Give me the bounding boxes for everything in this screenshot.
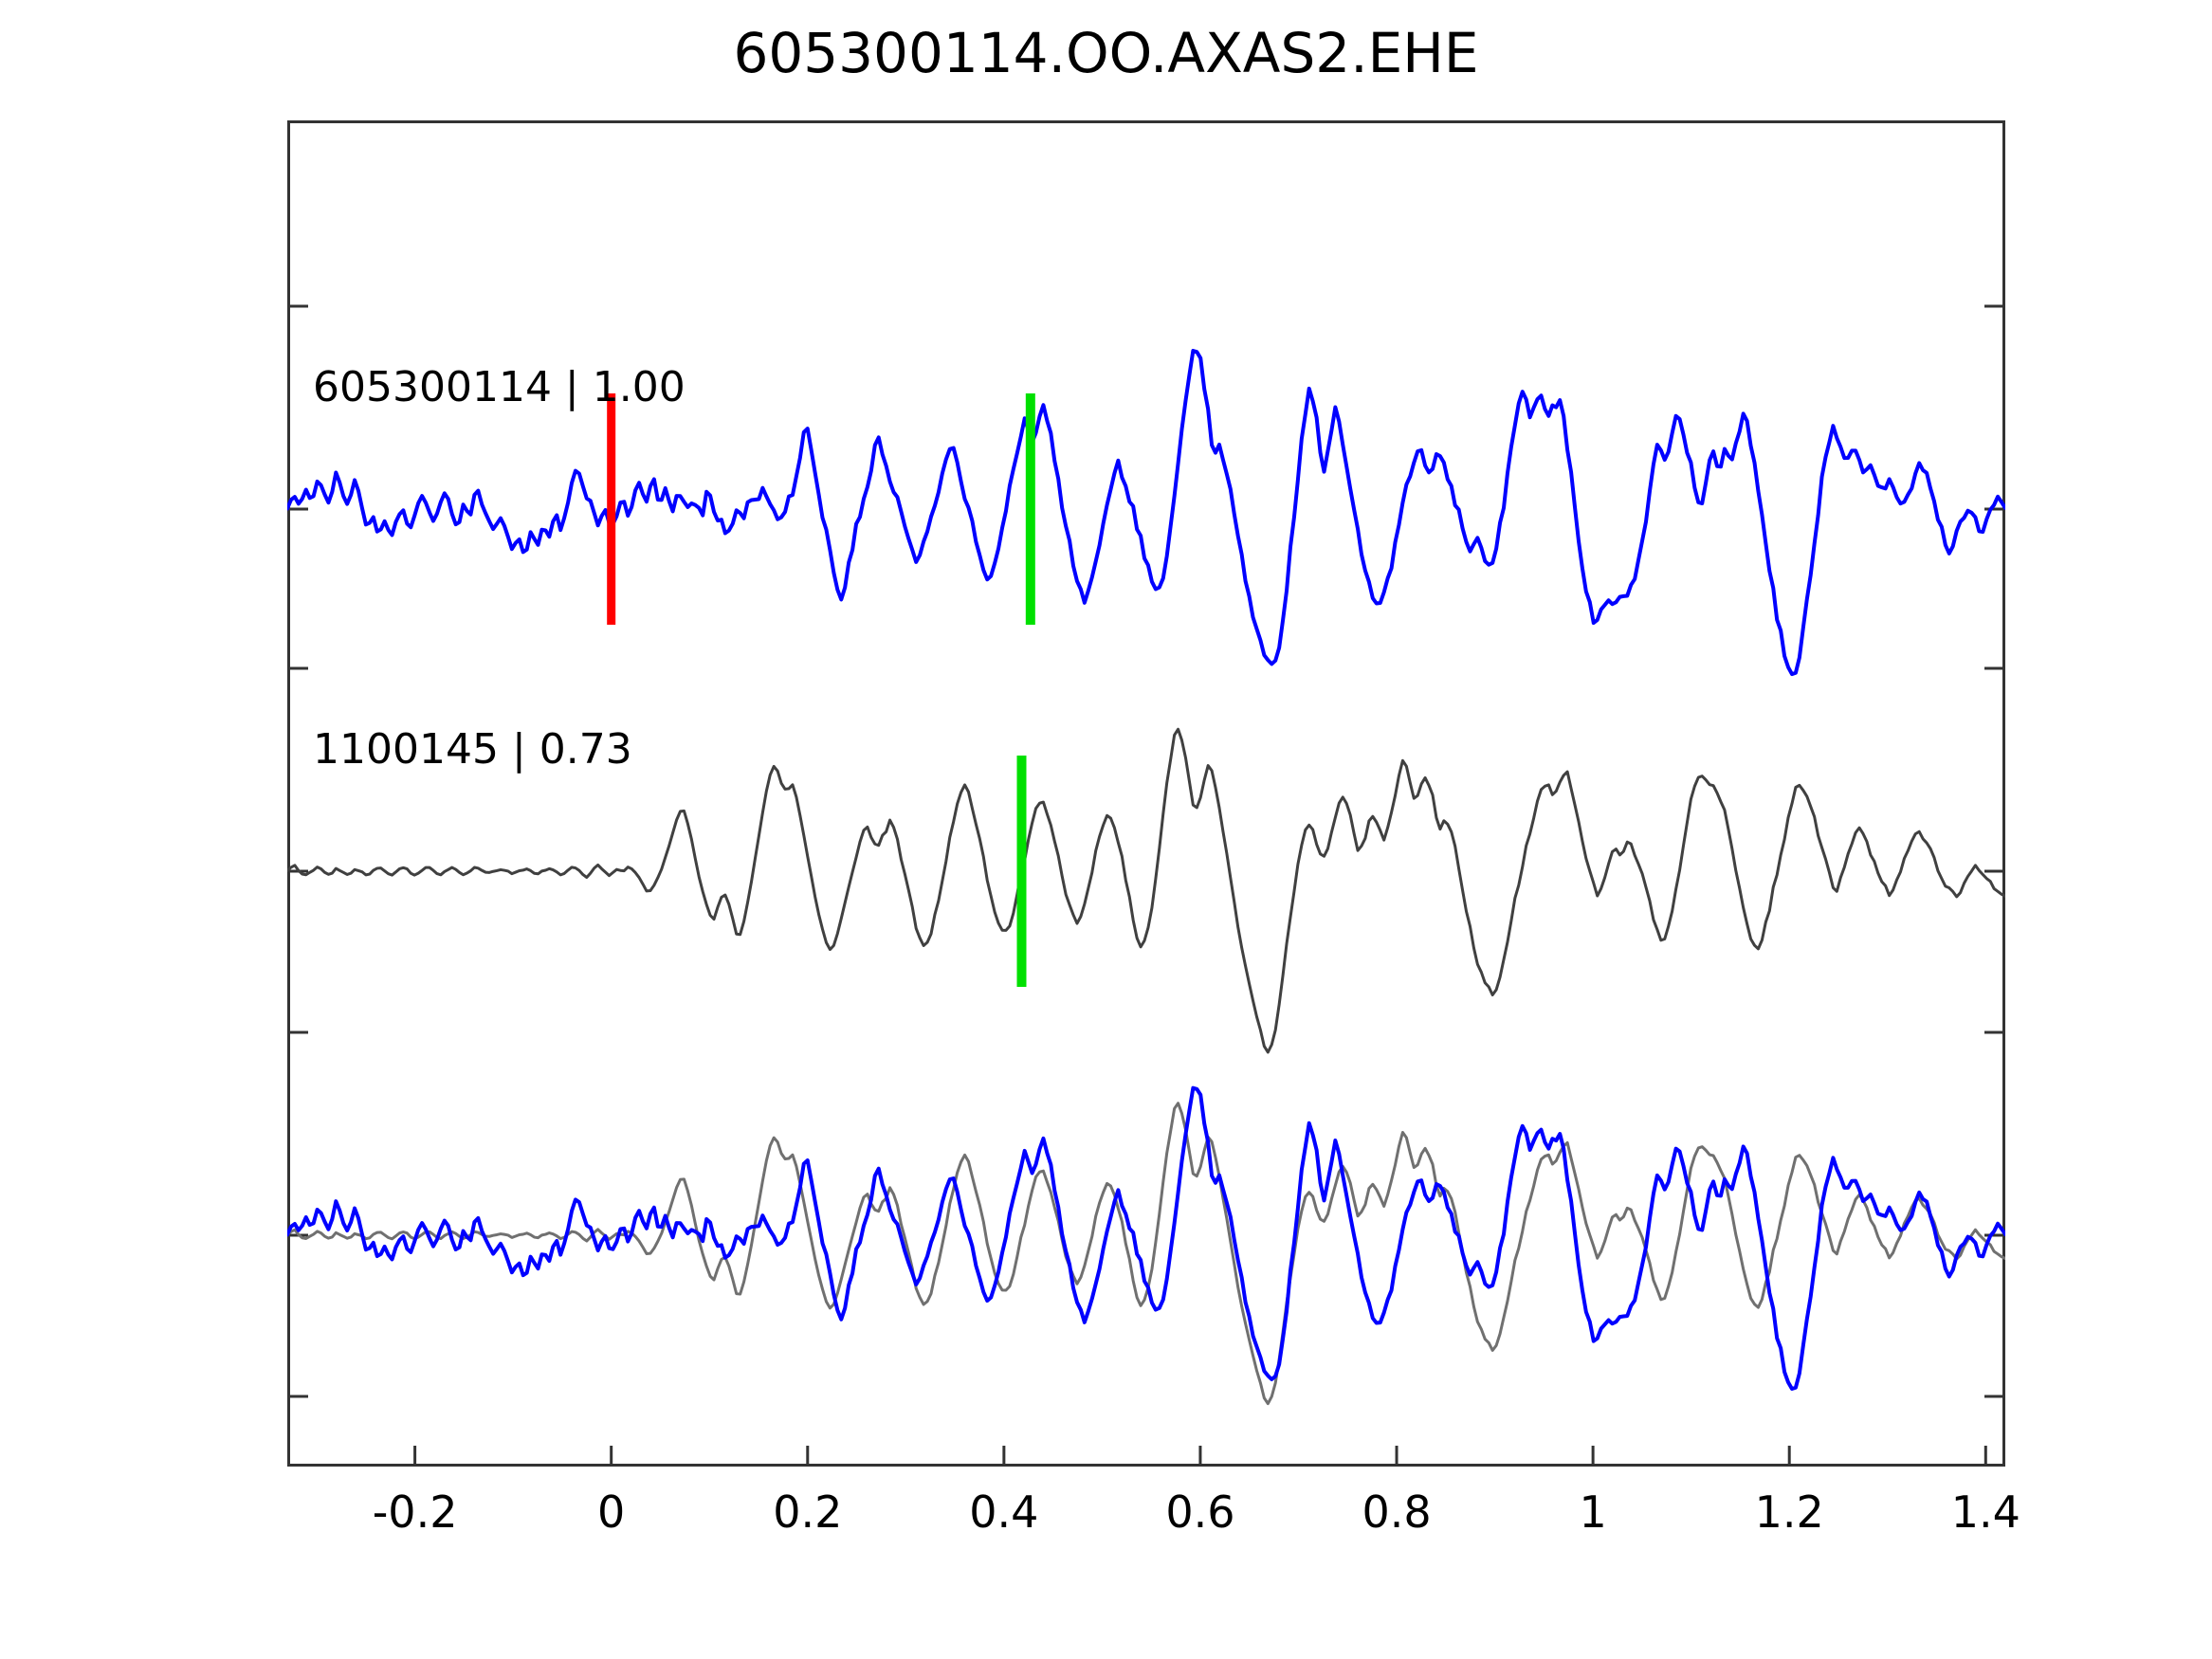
x-tick-label-0: -0.2 xyxy=(372,1486,458,1538)
axes-frame xyxy=(287,120,2005,1467)
trace-label-detection: 1100145 | 0.73 xyxy=(313,725,632,774)
page-title: 605300114.OO.AXAS2.EHE xyxy=(733,21,1479,85)
waveform-canvas xyxy=(287,120,2005,1467)
x-tick-label-7: 1.2 xyxy=(1754,1486,1824,1538)
marker-pick-green-panel-1 xyxy=(1016,756,1027,987)
x-tick-label-8: 1.4 xyxy=(1950,1486,2020,1538)
waveform-overlay-gray xyxy=(287,1102,2005,1406)
x-tick-label-6: 1 xyxy=(1579,1486,1607,1538)
marker-pick-red-panel-0 xyxy=(607,393,616,625)
x-tick-label-3: 0.4 xyxy=(969,1486,1039,1538)
x-tick-label-4: 0.6 xyxy=(1165,1486,1235,1538)
plot-axes xyxy=(287,120,2005,1467)
x-tick-label-1: 0 xyxy=(597,1486,626,1538)
marker-pick-green-panel-0 xyxy=(1025,393,1035,625)
x-tick-label-5: 0.8 xyxy=(1362,1486,1432,1538)
waveform-overlay-blue xyxy=(287,1085,2005,1391)
waveform-template-blue xyxy=(287,349,2005,677)
trace-label-template: 605300114 | 1.00 xyxy=(313,363,686,411)
waveform-detection-gray xyxy=(287,727,2005,1054)
x-tick-label-2: 0.2 xyxy=(773,1486,843,1538)
